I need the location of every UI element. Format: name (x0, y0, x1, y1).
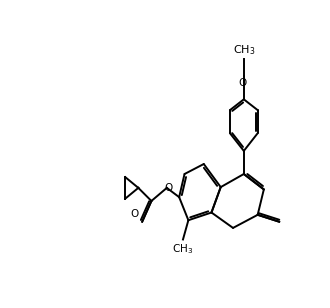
Text: CH$_3$: CH$_3$ (172, 242, 194, 256)
Text: O: O (238, 78, 247, 88)
Text: O: O (131, 209, 139, 219)
Text: CH$_3$: CH$_3$ (233, 43, 255, 57)
Text: O: O (164, 183, 173, 193)
